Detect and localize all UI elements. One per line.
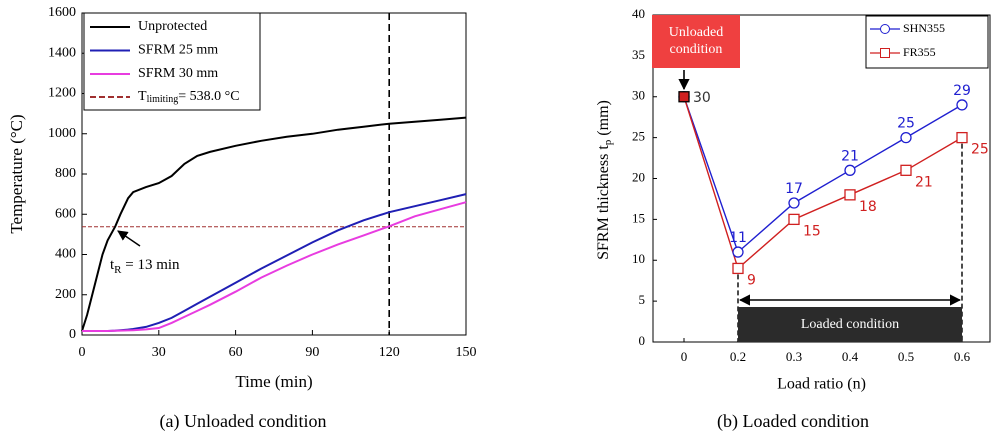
data-label: 18 [859, 199, 877, 215]
y-tick-label: 0 [69, 327, 76, 342]
legend-label-part: limiting [147, 94, 179, 105]
x-tick-label: 0.5 [898, 349, 914, 364]
data-label: 21 [915, 174, 933, 190]
marker [788, 197, 800, 209]
marker [900, 131, 912, 144]
x-tick-label: 0 [681, 349, 688, 364]
x-tick-label: 0 [79, 345, 86, 360]
y-tick-label: 1200 [48, 86, 76, 101]
y-tick-label: 25 [632, 129, 645, 144]
marker [788, 213, 800, 226]
annotation: Unloaded condition [669, 25, 723, 57]
y-axis-label-part: (mm) [595, 100, 612, 140]
annotation-arrow [117, 230, 141, 247]
y-tick-label: 200 [55, 287, 76, 302]
x-axis-label: Time (min) [235, 372, 312, 391]
y-tick-label: 35 [632, 47, 645, 62]
annotation-part: t [110, 257, 115, 273]
data-label: 9 [747, 272, 756, 288]
x-tick-label: 120 [379, 345, 400, 360]
data-label: 21 [841, 148, 859, 164]
caption: (a) Unloaded condition [160, 411, 327, 432]
legend-label-part: = 538.0 °C [178, 89, 239, 104]
legend-label: Unprotected [138, 19, 207, 34]
data-label: 25 [971, 142, 989, 158]
marker [900, 164, 912, 176]
marker [678, 91, 690, 103]
annotation: tR = 13 min [110, 257, 180, 275]
annotation-line: condition [670, 42, 723, 57]
marker [732, 262, 744, 275]
x-axis-label: Load ratio (n) [777, 376, 866, 393]
x-tick-label: 0.2 [730, 349, 746, 364]
data-label: 11 [729, 230, 747, 246]
legend-label: FR355 [903, 45, 936, 59]
legend-label-part: T [138, 89, 147, 104]
marker [844, 164, 856, 176]
legend-label: SFRM 25 mm [138, 43, 218, 58]
marker [956, 131, 968, 144]
y-tick-label: 40 [632, 6, 645, 21]
x-tick-label: 0.6 [954, 349, 971, 364]
series-line [683, 96, 963, 270]
y-tick-label: 5 [639, 292, 646, 307]
y-tick-label: 1400 [48, 45, 76, 60]
x-tick-label: 90 [305, 345, 319, 360]
marker [956, 99, 968, 111]
legend-label: SFRM 30 mm [138, 66, 218, 81]
x-tick-label: 0.3 [786, 349, 802, 364]
legend-marker [880, 48, 890, 58]
annotation-line: Unloaded [669, 25, 723, 40]
y-tick-label: 600 [55, 206, 76, 221]
data-label: 29 [953, 83, 971, 99]
y-tick-label: 400 [55, 247, 76, 262]
x-tick-label: 150 [456, 345, 477, 360]
data-label: 25 [897, 116, 915, 132]
data-label: 30 [693, 90, 711, 106]
marker [732, 246, 744, 258]
y-tick-label: 15 [632, 210, 645, 225]
marker [844, 189, 856, 201]
annotation-part: R [114, 264, 122, 276]
y-axis-label: Temperature (°C) [7, 114, 26, 233]
y-tick-label: 1000 [48, 126, 76, 141]
y-tick-label: 10 [632, 251, 645, 266]
x-tick-label: 0.4 [842, 349, 859, 364]
data-label: 15 [803, 223, 821, 239]
y-axis-label-part: p [602, 139, 614, 145]
data-label: 17 [785, 181, 803, 197]
legend-marker [880, 24, 890, 34]
annotation: Loaded condition [801, 317, 899, 332]
annotation-part: = 13 min [122, 257, 181, 273]
x-tick-label: 60 [229, 345, 243, 360]
series-line [683, 96, 963, 254]
y-tick-label: 1600 [48, 5, 76, 20]
caption: (b) Loaded condition [717, 411, 869, 432]
y-axis-label-part: SFRM thickness t [595, 145, 612, 260]
series-line [81, 116, 467, 332]
y-tick-label: 20 [632, 169, 645, 184]
annotation-box [652, 15, 740, 68]
y-axis-label: SFRM thickness tp (mm) [595, 100, 614, 260]
y-tick-label: 0 [639, 333, 646, 348]
y-tick-label: 800 [55, 166, 76, 181]
series-line [82, 201, 467, 332]
y-tick-label: 30 [632, 88, 645, 103]
legend-box [83, 12, 261, 111]
legend-label: Tlimiting= 538.0 °C [138, 89, 240, 105]
annotation-box [738, 307, 962, 342]
legend-label: SHN355 [903, 21, 945, 35]
x-tick-label: 30 [152, 345, 166, 360]
